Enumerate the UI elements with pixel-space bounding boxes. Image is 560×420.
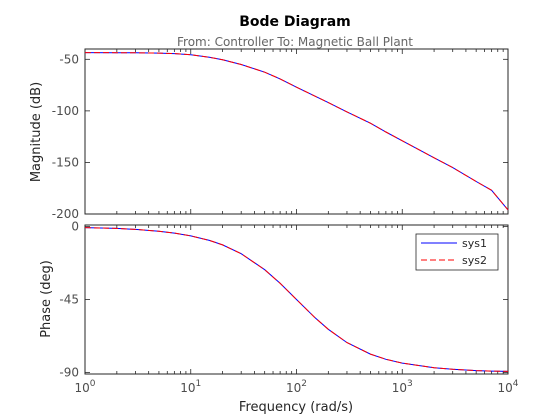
x-axis-label: Frequency (rad/s) bbox=[239, 400, 353, 415]
phase-y-tick-label: -90 bbox=[59, 365, 79, 379]
x-tick-label: 101 bbox=[180, 379, 201, 395]
phase-ticks: 0 -45 -90 bbox=[59, 220, 508, 379]
phase-panel: 0 -45 -90 Phase (deg) sys1 sys2 bbox=[39, 220, 509, 379]
phase-y-tick-label: 0 bbox=[71, 220, 79, 234]
x-tick-labels: 100 101 102 103 104 bbox=[74, 379, 518, 395]
magnitude-y-tick-label: -200 bbox=[52, 207, 79, 221]
magnitude-y-tick-label: -50 bbox=[59, 52, 79, 66]
x-tick-label: 100 bbox=[74, 379, 95, 395]
legend: sys1 sys2 bbox=[415, 233, 499, 271]
legend-box bbox=[415, 233, 499, 271]
phase-y-tick-label: -45 bbox=[59, 293, 79, 307]
x-tick-label: 104 bbox=[497, 379, 518, 395]
phase-ylabel: Phase (deg) bbox=[39, 260, 54, 338]
magnitude-ylabel: Magnitude (dB) bbox=[29, 82, 44, 182]
x-tick-label: 103 bbox=[392, 379, 413, 395]
magnitude-ticks: -50 -100 -150 -200 bbox=[52, 49, 508, 221]
x-tick-label: 102 bbox=[286, 379, 307, 395]
phase-lines bbox=[84, 227, 509, 372]
magnitude-lines bbox=[84, 52, 509, 211]
legend-sys1-label: sys1 bbox=[462, 237, 487, 250]
magnitude-series-sys2 bbox=[84, 52, 509, 211]
magnitude-panel: -50 -100 -150 -200 Magnitude (dB) bbox=[29, 48, 509, 221]
magnitude-y-tick-label: -150 bbox=[52, 155, 79, 169]
phase-series-sys2 bbox=[84, 227, 509, 372]
magnitude-axes-box bbox=[84, 48, 509, 215]
chart-subtitle: From: Controller To: Magnetic Ball Plant bbox=[177, 35, 413, 49]
chart-title: Bode Diagram bbox=[239, 14, 351, 30]
legend-sys2-label: sys2 bbox=[462, 254, 487, 267]
magnitude-y-tick-label: -100 bbox=[52, 104, 79, 118]
